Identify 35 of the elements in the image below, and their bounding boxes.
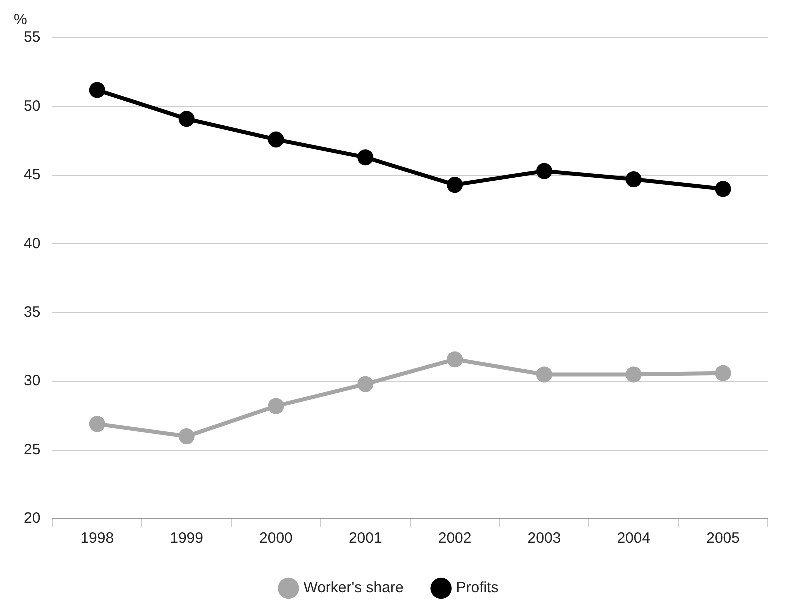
x-tick-label: 1998	[80, 530, 114, 548]
point	[358, 376, 374, 392]
y-tick-label: 20	[24, 510, 41, 528]
point	[715, 365, 732, 382]
x-tick-label: 1999	[170, 530, 204, 548]
x-tick-label: 2004	[617, 530, 651, 548]
point	[268, 398, 284, 414]
point	[358, 150, 374, 166]
y-tick-label: 30	[24, 372, 41, 390]
point	[715, 181, 732, 198]
y-axis-title: %	[14, 12, 28, 29]
y-tick-label: 45	[24, 166, 41, 184]
point	[536, 366, 552, 383]
point	[626, 366, 642, 383]
point	[89, 416, 106, 432]
point	[178, 428, 195, 445]
point	[447, 177, 464, 194]
y-tick-label: 25	[24, 441, 41, 458]
x-tick-label: 2001	[348, 530, 382, 548]
x-tick-label: 2003	[528, 530, 562, 548]
x-tick-label: 2000	[260, 530, 293, 548]
y-tick-label: 35	[24, 304, 41, 321]
y-tick-label: 40	[24, 235, 41, 252]
y-tick-label: 55	[24, 29, 41, 46]
x-tick-label: 2002	[438, 530, 472, 548]
point	[626, 172, 642, 188]
legend-label: Worker's share	[304, 580, 404, 597]
x-tick-label: 2005	[706, 530, 740, 548]
legend-label: Profits	[456, 580, 499, 597]
point	[89, 82, 106, 98]
point	[268, 132, 284, 148]
point	[536, 163, 552, 180]
point	[447, 352, 464, 368]
y-tick-label: 50	[24, 98, 41, 115]
point	[178, 111, 195, 128]
